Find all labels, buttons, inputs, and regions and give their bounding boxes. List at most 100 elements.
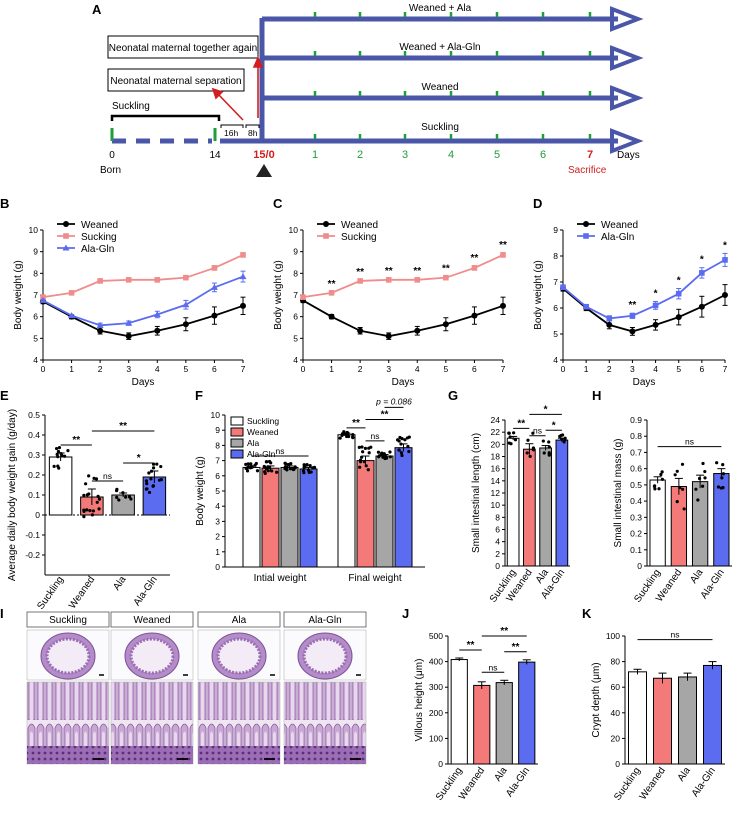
y-tick-label: 4 xyxy=(33,355,38,365)
panel-label-a: A xyxy=(92,2,102,17)
bar-Suckling xyxy=(450,659,468,765)
y-tick-label: 0.1 xyxy=(630,545,642,555)
y-tick-label: 10 xyxy=(29,225,39,235)
significance-label: ns xyxy=(685,437,694,447)
individual-point xyxy=(525,451,529,455)
tick-label-0: 0 xyxy=(109,150,115,161)
bar-Ala xyxy=(691,481,709,567)
intestine-lumen xyxy=(216,637,262,675)
individual-point xyxy=(311,466,315,470)
data-point xyxy=(471,312,478,319)
box-together-again-text: Neonatal maternal together again xyxy=(109,43,257,54)
suckling-period-label: Suckling xyxy=(112,101,150,112)
box-together-again xyxy=(107,35,259,59)
significance-label: ** xyxy=(442,264,450,275)
crypt-layer xyxy=(111,746,193,764)
individual-point xyxy=(288,467,293,471)
data-point xyxy=(471,265,478,271)
x-tick-label: 3 xyxy=(630,364,635,374)
y-tick-label: 7 xyxy=(293,290,298,300)
data-point xyxy=(154,277,161,283)
y-tick-label: 7 xyxy=(553,277,558,287)
group-label: Final weight xyxy=(348,573,402,584)
day-label-7: 7 xyxy=(587,149,593,161)
individual-point xyxy=(380,451,384,455)
y-tick-label: 4 xyxy=(215,501,220,511)
individual-point xyxy=(399,442,403,446)
individual-point xyxy=(507,431,511,435)
x-tick-label: 4 xyxy=(653,364,658,374)
series-line-Ala-Gln xyxy=(42,275,244,327)
panel-label-k: K xyxy=(582,606,592,621)
series-line-Weaned xyxy=(302,299,504,338)
y-tick-label: 0 xyxy=(438,759,443,769)
legend-label: Ala xyxy=(247,438,260,448)
label-8h: 8h xyxy=(248,128,258,138)
data-point xyxy=(414,327,421,334)
red-arrows xyxy=(211,56,264,121)
y-tick-label: 20 xyxy=(491,439,501,449)
data-point xyxy=(385,277,392,283)
panel-label-d: D xyxy=(533,196,542,211)
individual-point xyxy=(91,509,95,513)
individual-point xyxy=(528,454,532,458)
y-tick-label: 0 xyxy=(637,561,642,571)
legend-swatch xyxy=(230,416,244,426)
data-point xyxy=(239,273,247,280)
x-axis-label: Days xyxy=(633,377,656,388)
y-tick-label: 0.2 xyxy=(630,529,642,539)
bar-Ala-Gln xyxy=(703,664,722,765)
significance-label: ** xyxy=(499,240,507,251)
individual-point xyxy=(358,458,363,462)
y-axis-label: Body weight (g) xyxy=(533,260,544,329)
individual-point xyxy=(94,477,99,481)
individual-point xyxy=(406,444,410,449)
group-label: Intial weight xyxy=(254,573,307,584)
days-label: Days xyxy=(617,150,640,161)
individual-point xyxy=(526,438,530,442)
individual-point xyxy=(249,465,253,470)
bar-Weaned xyxy=(653,677,672,765)
data-point xyxy=(68,290,75,296)
significance-label: * xyxy=(137,453,141,464)
individual-point xyxy=(395,438,400,442)
data-point xyxy=(125,277,132,283)
individual-point xyxy=(678,485,682,490)
histology-header xyxy=(110,611,194,628)
bar-chart-H: 00.10.20.30.40.50.60.70.80.9SucklingWean… xyxy=(613,415,732,605)
individual-point xyxy=(265,460,269,464)
data-point xyxy=(211,312,218,319)
individual-point xyxy=(721,463,725,467)
y-tick-label: 5 xyxy=(215,486,220,496)
individual-point xyxy=(92,476,96,480)
y-tick-label: 2 xyxy=(495,549,500,559)
individual-point xyxy=(96,494,100,498)
individual-point xyxy=(377,455,381,459)
individual-point xyxy=(399,451,404,455)
intestine-lumen xyxy=(45,637,91,675)
y-tick-label: 300 xyxy=(429,682,443,692)
data-point xyxy=(183,274,189,281)
y-tick-label: 6 xyxy=(33,312,38,322)
individual-point xyxy=(303,464,307,468)
histology-header-label: Weaned xyxy=(133,615,170,626)
panel-label-j: J xyxy=(402,606,409,621)
individual-point xyxy=(696,498,700,502)
legend-marker xyxy=(583,221,589,227)
x-tick-label: Ala-Gln xyxy=(132,574,160,608)
panel-label-h: H xyxy=(592,388,601,403)
x-tick-label: 6 xyxy=(472,364,477,374)
y-tick-label: 0.9 xyxy=(630,415,642,425)
individual-point xyxy=(694,487,698,491)
y-tick-label: 400 xyxy=(429,657,443,667)
data-point xyxy=(583,303,589,310)
panel-label-f: F xyxy=(195,388,203,403)
individual-point xyxy=(97,507,101,511)
panel-label-e: E xyxy=(0,388,9,403)
y-tick-label: 7 xyxy=(215,456,220,466)
legend-marker xyxy=(323,233,329,239)
data-point xyxy=(560,284,566,290)
legend-swatch xyxy=(230,427,244,437)
individual-point xyxy=(680,462,685,466)
individual-point xyxy=(85,508,89,512)
